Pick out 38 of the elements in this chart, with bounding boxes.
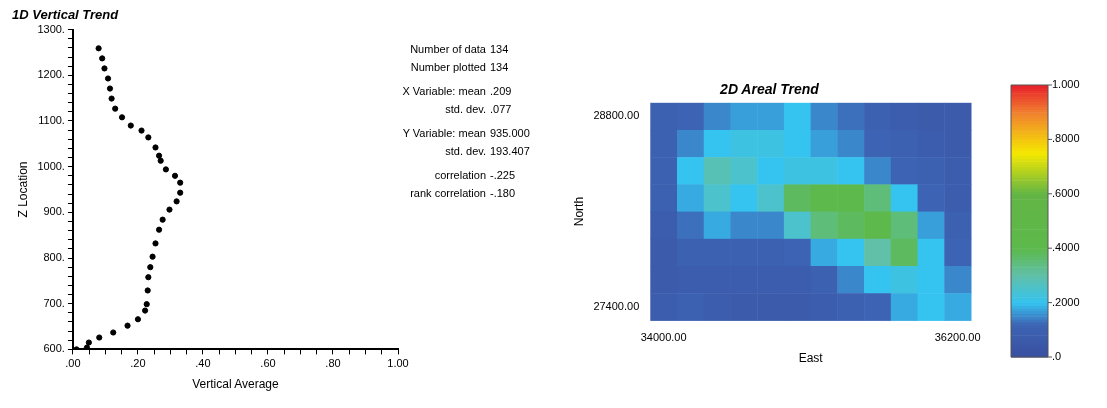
color-bar-label: 1.000 xyxy=(1052,78,1080,91)
color-bar-label: .0 xyxy=(1052,350,1062,363)
x-axis-title: Vertical Average xyxy=(192,377,280,392)
x-tick-label: 34000.00 xyxy=(640,331,687,344)
text: rank correlation -.180 xyxy=(410,187,516,200)
text: X Variable: mean .209 xyxy=(402,85,512,98)
color-bar-label: .6000 xyxy=(1052,186,1080,199)
x-tick-label: .40 xyxy=(195,357,211,370)
y-axis-title: North xyxy=(571,196,586,227)
y-tick-label: 600. xyxy=(43,342,65,355)
y-tick-label: 1200. xyxy=(37,68,65,81)
color-bar-label: .4000 xyxy=(1052,241,1080,254)
x-tick-label: .60 xyxy=(260,357,276,370)
text: Y Variable: mean 935.000 xyxy=(402,127,530,140)
x-tick-label: .00 xyxy=(65,357,81,370)
x-tick-label: 36200.00 xyxy=(934,331,981,344)
y-tick-label: 27400.00 xyxy=(593,299,640,312)
color-bar-label: .2000 xyxy=(1052,295,1080,308)
x-tick-label: 1.00 xyxy=(387,357,409,370)
y-tick-label: 1300. xyxy=(37,22,65,35)
text: correlation -.225 xyxy=(434,169,516,182)
text: std. dev. .077 xyxy=(445,103,512,116)
text: std. dev. 193.407 xyxy=(445,145,530,158)
x-axis-title: East xyxy=(798,351,824,366)
text: Number plotted 134 xyxy=(410,61,509,74)
y-tick-label: 1000. xyxy=(37,159,65,172)
y-axis-title: Z Location xyxy=(15,161,30,218)
color-bar-label: .8000 xyxy=(1052,132,1080,145)
x-tick-label: .80 xyxy=(325,357,341,370)
chart-title: 2D Areal Trend xyxy=(719,81,820,98)
text: Number of data 134 xyxy=(410,43,509,56)
y-tick-label: 900. xyxy=(43,205,65,218)
y-tick-label: 800. xyxy=(43,251,65,264)
y-tick-label: 1100. xyxy=(38,114,65,126)
x-tick-label: .20 xyxy=(130,357,146,370)
y-tick-label: 28800.00 xyxy=(593,109,640,122)
chart-title: 1D Vertical Trend xyxy=(12,7,120,23)
y-tick-label: 700. xyxy=(43,296,65,309)
